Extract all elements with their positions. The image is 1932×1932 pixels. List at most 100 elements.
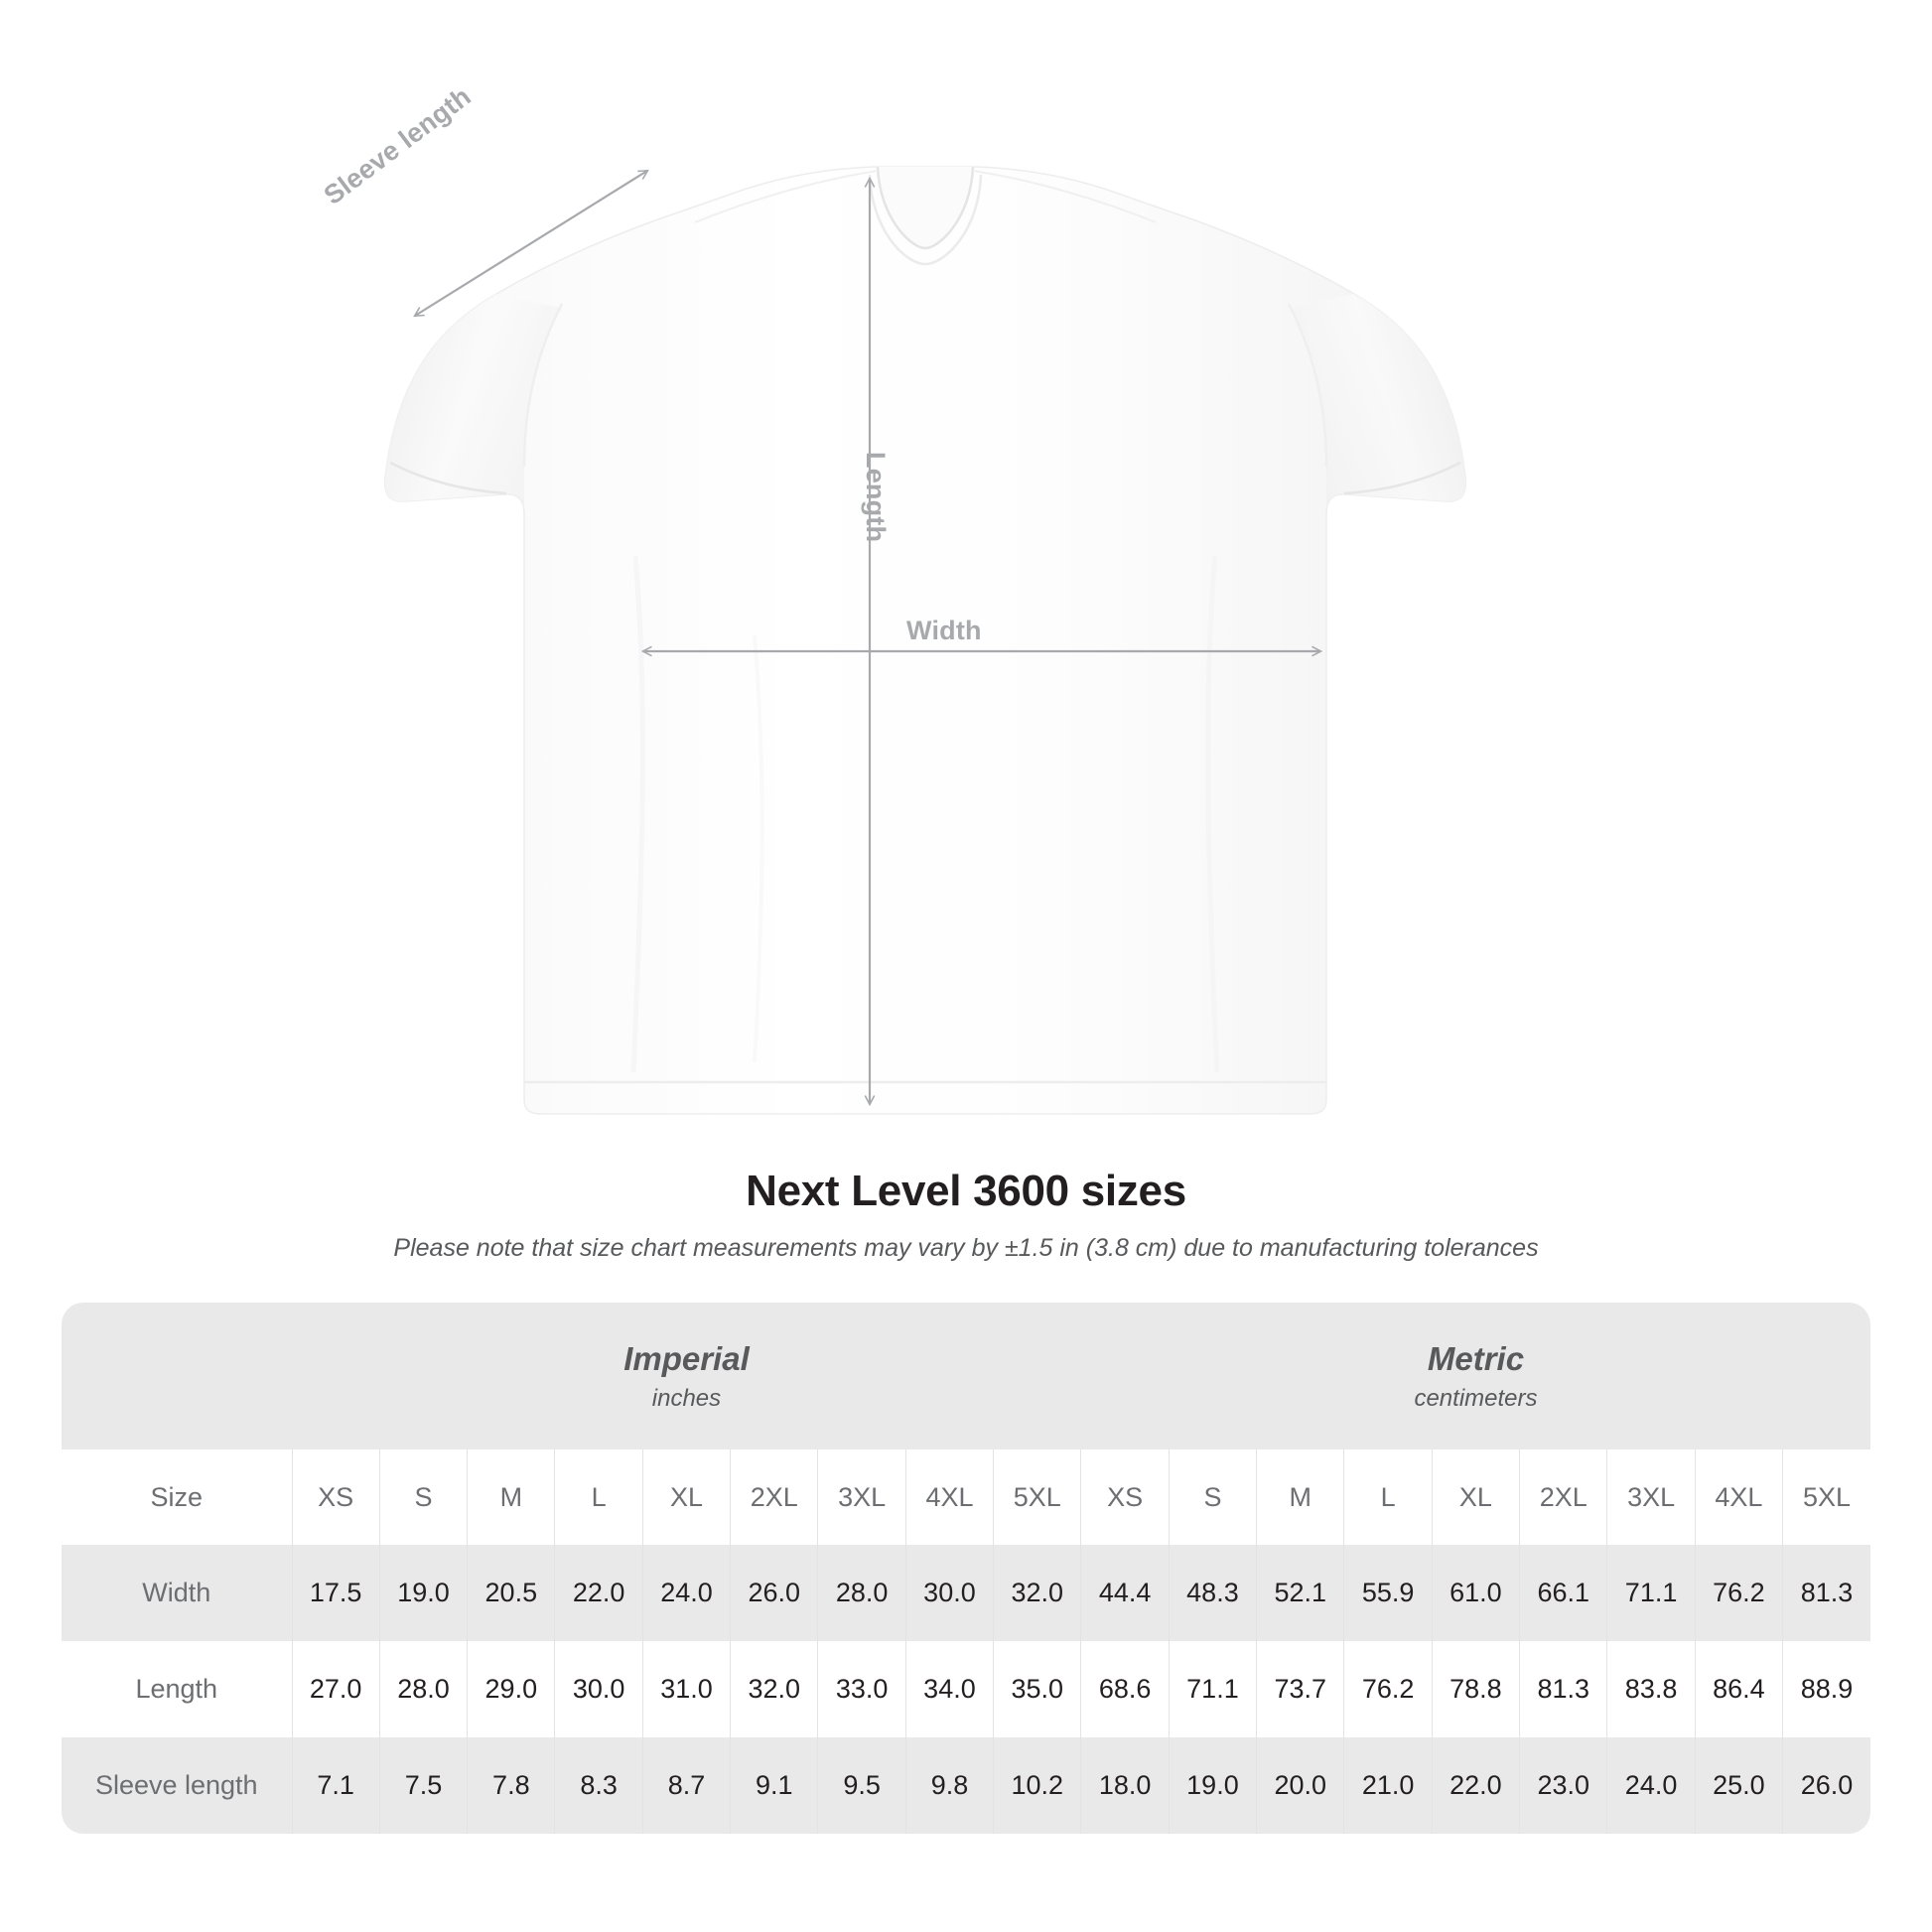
size-header-cell: M bbox=[1256, 1449, 1344, 1545]
tshirt-drawing bbox=[383, 166, 1467, 1115]
measurement-cell: 76.2 bbox=[1694, 1545, 1783, 1641]
table-row: Width 17.5 19.0 20.5 22.0 24.0 26.0 28.0 30.0 32.… bbox=[62, 1545, 1870, 1641]
size-header-cell: XL bbox=[1431, 1449, 1520, 1545]
measurement-cell: 48.3 bbox=[1168, 1545, 1257, 1641]
unit-group-header-metric: Metric centimeters bbox=[1080, 1303, 1870, 1449]
size-header-cell: 2XL bbox=[1519, 1449, 1607, 1545]
size-header-cell: 3XL bbox=[817, 1449, 906, 1545]
unit-group-subtitle: inches bbox=[651, 1385, 722, 1413]
measurement-cell: 88.9 bbox=[1782, 1641, 1870, 1737]
measurement-cell: 78.8 bbox=[1431, 1641, 1520, 1737]
measurement-cell: 9.8 bbox=[904, 1737, 994, 1834]
size-column-header: Size bbox=[62, 1449, 292, 1545]
unit-group-header-row: Imperial inches Metric centimeters bbox=[62, 1303, 1870, 1449]
measurement-cell: 7.1 bbox=[291, 1737, 380, 1834]
table-row: Length 27.0 28.0 29.0 30.0 31.0 32.0 33.0 34.0 35… bbox=[62, 1641, 1870, 1737]
measurement-cell: 8.7 bbox=[641, 1737, 731, 1834]
measurement-cell: 76.2 bbox=[1343, 1641, 1433, 1737]
measurement-cell: 71.1 bbox=[1168, 1641, 1257, 1737]
size-header-cell: 2XL bbox=[730, 1449, 818, 1545]
measurement-cell: 20.0 bbox=[1256, 1737, 1344, 1834]
measurement-cell: 9.1 bbox=[730, 1737, 818, 1834]
measurement-cell: 17.5 bbox=[291, 1545, 380, 1641]
measurement-cell: 26.0 bbox=[1782, 1737, 1870, 1834]
size-header-cell: 3XL bbox=[1606, 1449, 1696, 1545]
title-block: Next Level 3600 sizes Please note that s… bbox=[0, 1167, 1932, 1263]
measurement-cell: 81.3 bbox=[1782, 1545, 1870, 1641]
size-header-cell: 5XL bbox=[1782, 1449, 1870, 1545]
measurement-cell: 28.0 bbox=[817, 1545, 906, 1641]
measurement-cell: 10.2 bbox=[993, 1737, 1081, 1834]
measurement-cell: 27.0 bbox=[291, 1641, 380, 1737]
measurement-cell: 21.0 bbox=[1343, 1737, 1433, 1834]
width-label: Width bbox=[906, 616, 982, 645]
measurement-cell: 61.0 bbox=[1431, 1545, 1520, 1641]
size-header-cell: 5XL bbox=[993, 1449, 1081, 1545]
measurement-cell: 34.0 bbox=[904, 1641, 994, 1737]
measurement-cell: 30.0 bbox=[554, 1641, 643, 1737]
measurement-cell: 25.0 bbox=[1694, 1737, 1783, 1834]
size-header-cell: L bbox=[1343, 1449, 1433, 1545]
measurement-cell: 29.0 bbox=[467, 1641, 555, 1737]
table-row: Sleeve length 7.1 7.5 7.8 8.3 8.7 9.1 9.5 9.8 10.… bbox=[62, 1737, 1870, 1834]
length-label: Length bbox=[861, 452, 891, 543]
measurement-cell: 18.0 bbox=[1080, 1737, 1170, 1834]
measurement-cell: 7.8 bbox=[467, 1737, 555, 1834]
unit-header-spacer bbox=[62, 1303, 292, 1449]
tolerance-note: Please note that size chart measurements… bbox=[393, 1234, 1539, 1262]
measurement-cell: 44.4 bbox=[1080, 1545, 1170, 1641]
measurement-cell: 52.1 bbox=[1256, 1545, 1344, 1641]
size-header-cell: L bbox=[554, 1449, 643, 1545]
size-table: Imperial inches Metric centimeters Size XS S M L… bbox=[62, 1303, 1870, 1834]
measurement-cell: 19.0 bbox=[378, 1545, 468, 1641]
measurement-cell: 20.5 bbox=[467, 1545, 555, 1641]
measurement-row-label: Sleeve length bbox=[62, 1737, 292, 1834]
size-header-cell: XL bbox=[641, 1449, 731, 1545]
measurement-cell: 30.0 bbox=[904, 1545, 994, 1641]
measurement-row-label: Width bbox=[62, 1545, 292, 1641]
tshirt-illustration: Sleeve length Length Width bbox=[319, 81, 1467, 1115]
measurement-cell: 73.7 bbox=[1256, 1641, 1344, 1737]
unit-group-name: Metric bbox=[1427, 1339, 1525, 1377]
measurement-cell: 22.0 bbox=[554, 1545, 643, 1641]
measurement-cell: 26.0 bbox=[730, 1545, 818, 1641]
measurement-cell: 66.1 bbox=[1519, 1545, 1607, 1641]
measurement-cell: 55.9 bbox=[1343, 1545, 1433, 1641]
size-header-cell: S bbox=[378, 1449, 468, 1545]
measurement-cell: 81.3 bbox=[1519, 1641, 1607, 1737]
measurement-cell: 7.5 bbox=[378, 1737, 468, 1834]
size-header-cell: 4XL bbox=[1694, 1449, 1783, 1545]
size-header-cell: XS bbox=[291, 1449, 380, 1545]
measurement-cell: 24.0 bbox=[1606, 1737, 1696, 1834]
size-table-container: Imperial inches Metric centimeters Size XS S M L… bbox=[62, 1303, 1870, 1834]
measurement-cell: 86.4 bbox=[1694, 1641, 1783, 1737]
size-header-cell: XS bbox=[1080, 1449, 1170, 1545]
measurement-cell: 19.0 bbox=[1168, 1737, 1257, 1834]
size-header-cell: M bbox=[467, 1449, 555, 1545]
measurement-cell: 71.1 bbox=[1606, 1545, 1696, 1641]
measurement-cell: 35.0 bbox=[993, 1641, 1081, 1737]
sleeve-measure-line bbox=[415, 171, 647, 316]
measurement-row-label: Length bbox=[62, 1641, 292, 1737]
measurement-cell: 28.0 bbox=[378, 1641, 468, 1737]
unit-group-header-imperial: Imperial inches bbox=[292, 1303, 1081, 1449]
measurement-cell: 24.0 bbox=[641, 1545, 731, 1641]
size-header-row: Size XS S M L XL 2XL 3XL 4XL 5XL XS S M L XL 2XL 3XL 4XL 5… bbox=[62, 1449, 1870, 1545]
measurement-cell: 32.0 bbox=[993, 1545, 1081, 1641]
measurement-cell: 31.0 bbox=[641, 1641, 731, 1737]
measurement-cell: 23.0 bbox=[1519, 1737, 1607, 1834]
measurement-cell: 8.3 bbox=[554, 1737, 643, 1834]
measurement-cell: 33.0 bbox=[817, 1641, 906, 1737]
unit-group-subtitle: centimeters bbox=[1414, 1385, 1538, 1413]
unit-group-name: Imperial bbox=[623, 1339, 750, 1377]
shirt-body-shape bbox=[383, 166, 1467, 1115]
size-header-cell: 4XL bbox=[904, 1449, 994, 1545]
size-header-cell: S bbox=[1168, 1449, 1257, 1545]
page-title: Next Level 3600 sizes bbox=[746, 1167, 1186, 1215]
measurement-cell: 9.5 bbox=[817, 1737, 906, 1834]
measurement-cell: 32.0 bbox=[730, 1641, 818, 1737]
measurement-cell: 22.0 bbox=[1431, 1737, 1520, 1834]
measurement-cell: 83.8 bbox=[1606, 1641, 1696, 1737]
measurement-cell: 68.6 bbox=[1080, 1641, 1170, 1737]
